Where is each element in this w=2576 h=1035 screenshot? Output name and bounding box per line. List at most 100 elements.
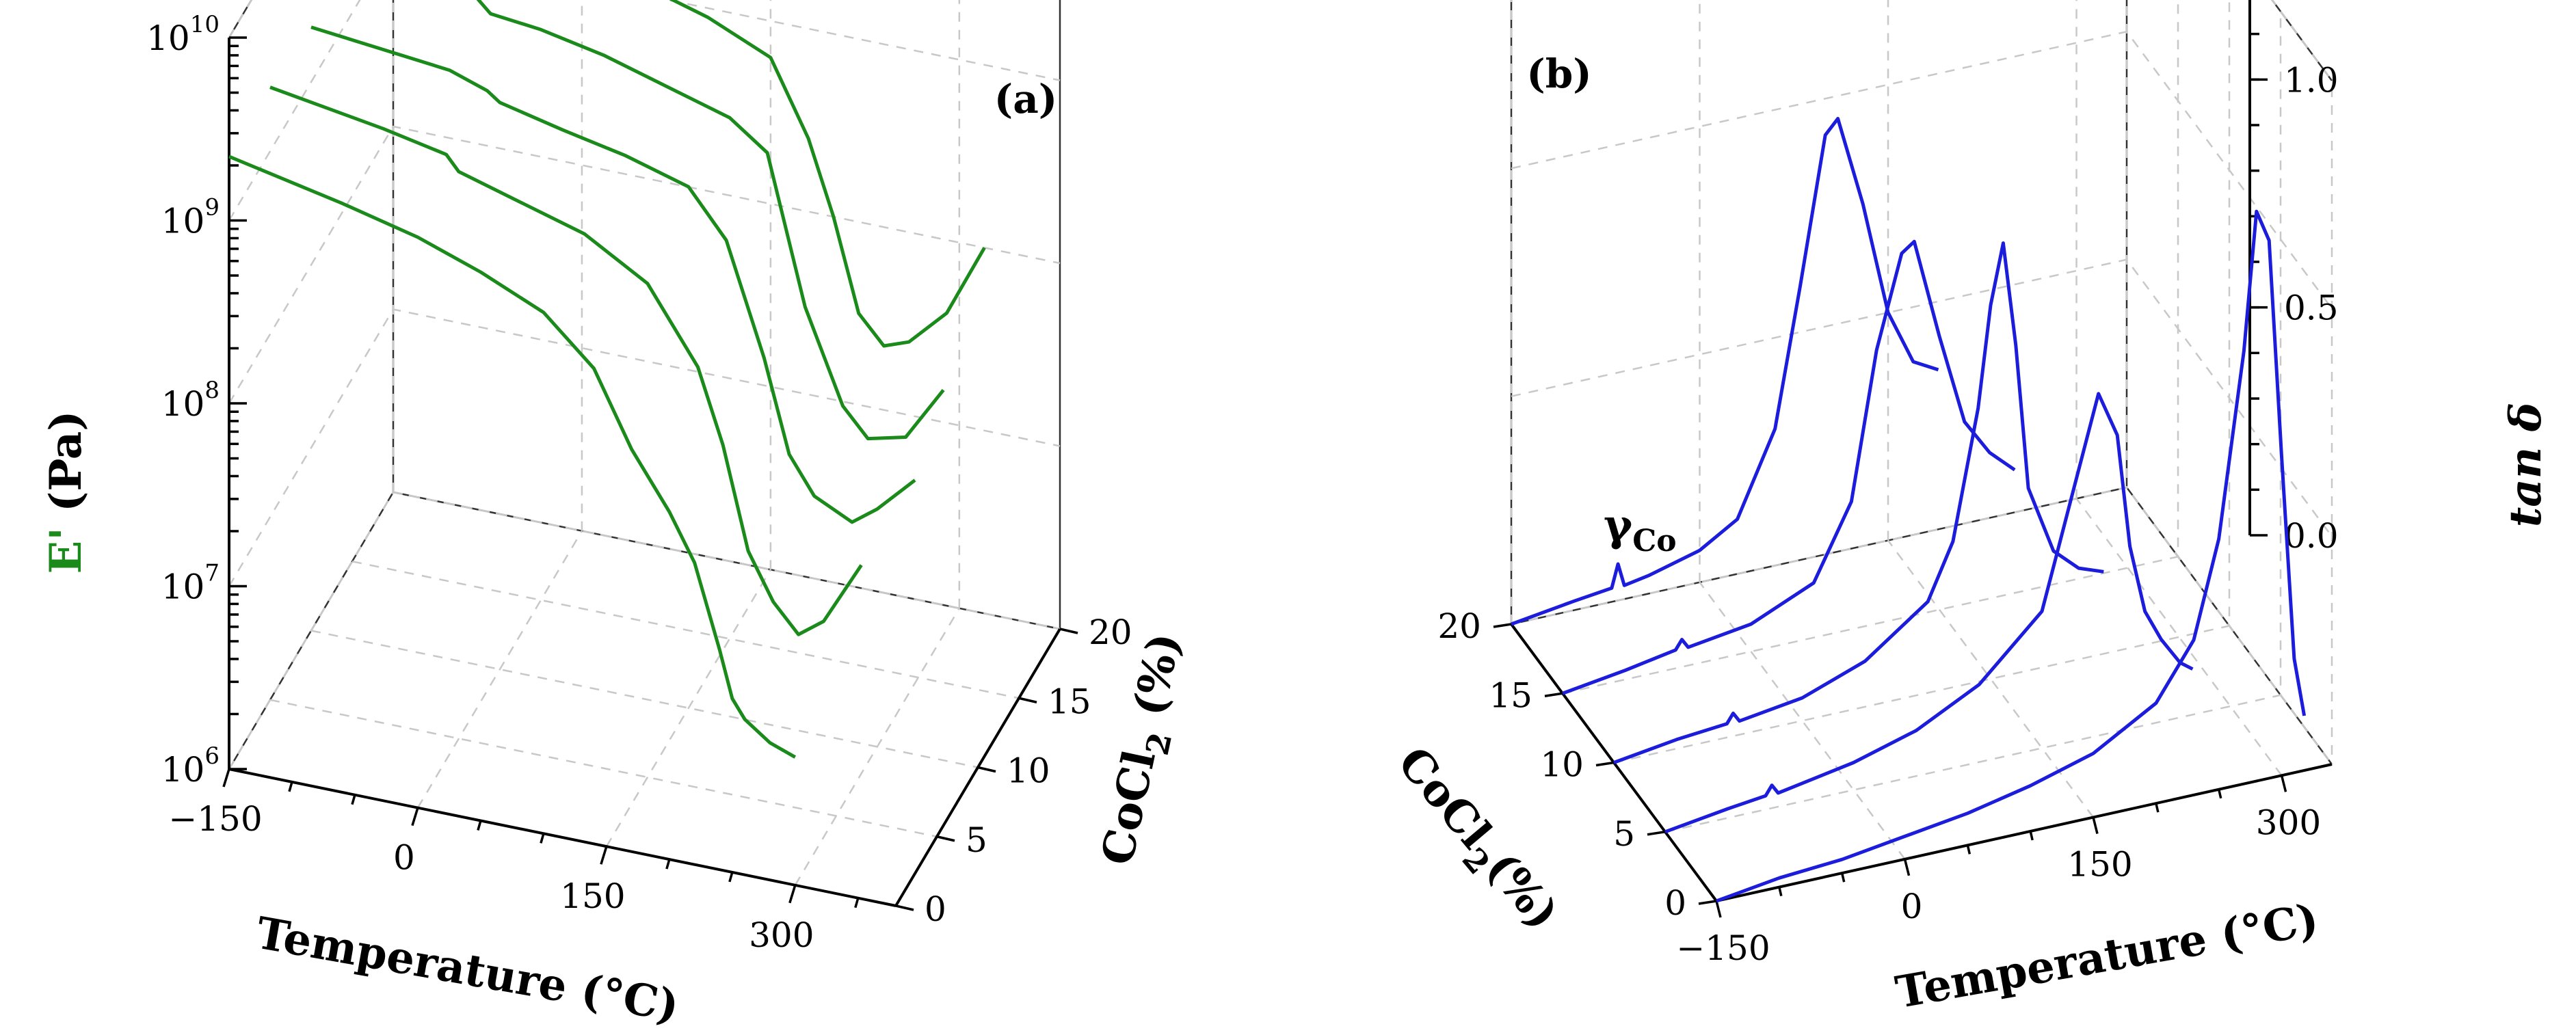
z-tick-mark [936, 835, 955, 842]
grid-line [2271, 0, 2333, 81]
grid-line [2075, 498, 2283, 777]
grid-line [1716, 81, 2333, 902]
grid-line [393, 491, 1061, 630]
x-tick-mark [411, 807, 419, 826]
z-tick-mark [1595, 761, 1615, 767]
series-line-10% [310, 25, 916, 524]
z-tick-label: 0 [925, 889, 946, 929]
z-tick-label: 10 [1007, 751, 1050, 791]
z-tick-mark [1493, 623, 1512, 628]
y-tick-label: 109 [161, 194, 220, 241]
z-tick-label: 10 [1540, 745, 1584, 785]
y-tick-label: 107 [161, 560, 220, 607]
x-minor-tick [1840, 872, 1846, 883]
x-tick-mark [2092, 817, 2099, 834]
series-line-15% [1562, 239, 2016, 695]
z-tick-mark [1018, 697, 1037, 703]
annotation-gamma-co: γCo [1604, 500, 1677, 559]
series-line-0% [228, 154, 797, 759]
x-tick-mark [600, 846, 608, 865]
grid-line [1511, 258, 2333, 537]
x-minor-tick [1966, 844, 1971, 855]
grid-line [351, 561, 1020, 699]
grid-line [310, 630, 979, 768]
grid-line [1664, 11, 2282, 833]
z-tick-mark [1647, 831, 1666, 836]
x-minor-tick [2155, 803, 2160, 813]
y-tick-label: 108 [161, 377, 220, 424]
series-line-5% [269, 85, 863, 636]
x-tick-label: 150 [2067, 845, 2132, 885]
x-minor-tick [728, 872, 734, 883]
x-minor-tick [477, 820, 482, 831]
series-line-10% [1613, 241, 2104, 764]
grid-line [1511, 0, 2128, 626]
x-tick-label: 0 [393, 838, 415, 878]
x-tick-label: 0 [1901, 887, 1923, 926]
z-tick-label: 15 [1048, 682, 1091, 721]
grid-line [1887, 539, 2095, 818]
grid-line [228, 0, 1061, 221]
y-tick-label: 0.5 [2284, 288, 2339, 328]
series-line-0% [1716, 209, 2307, 903]
z-tick-label: 0 [1664, 883, 1686, 923]
x-minor-tick [665, 859, 671, 870]
z-tick-mark [1698, 900, 1717, 905]
x-tick-mark [788, 885, 797, 904]
panel-label-a: (a) [994, 76, 1057, 122]
y-axis-title: tan δ [2500, 403, 2551, 528]
x-tick-label: 300 [2256, 803, 2321, 842]
x-tick-mark [1715, 900, 1722, 918]
x-minor-tick [288, 781, 293, 792]
x-axis-line [228, 768, 897, 907]
grid-line [228, 0, 253, 38]
series-line-15% [476, 0, 945, 441]
x-axis-title: Temperature (°C) [1892, 894, 2322, 1019]
x-tick-mark [1903, 859, 1911, 876]
frame-edge [228, 0, 253, 38]
x-minor-tick [540, 833, 545, 844]
grid-line [1699, 582, 1906, 860]
y-axis-title: E' (Pa) [40, 410, 92, 574]
frame-edge [1511, 486, 2127, 626]
x-minor-tick [2217, 789, 2222, 799]
z-tick-label: 15 [1489, 675, 1532, 715]
grid-line [228, 308, 1061, 587]
grid-line [605, 569, 771, 847]
z-tick-label: 5 [1613, 814, 1635, 854]
x-tick-label: 150 [560, 876, 625, 916]
x-axis-title: Temperature (°C) [252, 908, 682, 1033]
grid-line [1613, 0, 2231, 764]
grid-line [228, 491, 1061, 770]
y-tick-label: 106 [161, 742, 220, 790]
y-tick-label: 1.0 [2284, 60, 2339, 100]
z-axis-title: CoCl2 (%) [1091, 628, 1199, 871]
y-tick-label: 1010 [146, 11, 220, 58]
x-minor-tick [1778, 887, 1783, 896]
frame-edge [2271, 0, 2333, 81]
x-tick-label: 300 [749, 915, 814, 955]
grid-line [269, 699, 938, 837]
z-tick-mark [1544, 692, 1563, 697]
z-tick-mark [1059, 628, 1078, 634]
grid-line [228, 125, 1061, 404]
grid-line [1562, 0, 2179, 695]
x-minor-tick [2029, 831, 2034, 841]
x-tick-mark [2280, 775, 2287, 792]
series-line-5% [1664, 392, 2194, 834]
x-tick-label: −150 [168, 799, 262, 839]
grid-line [416, 530, 583, 809]
series-line-20% [669, 0, 986, 348]
panel-b-chart: −1500150300051015200.00.51.01.5(b)γCoTem… [1387, 0, 2551, 1019]
z-tick-mark [895, 904, 914, 911]
z-tick-label: 20 [1089, 613, 1132, 652]
x-minor-tick [854, 898, 860, 909]
x-tick-label: −150 [1676, 928, 1770, 968]
x-minor-tick [351, 794, 356, 805]
panel-a-chart: −1500150300051015201061071081091010(a)Te… [40, 0, 1199, 1033]
z-tick-label: 5 [966, 820, 987, 860]
y-tick-label: 0.0 [2284, 516, 2339, 556]
panel-label-b: (b) [1526, 51, 1591, 97]
z-tick-mark [977, 766, 996, 773]
